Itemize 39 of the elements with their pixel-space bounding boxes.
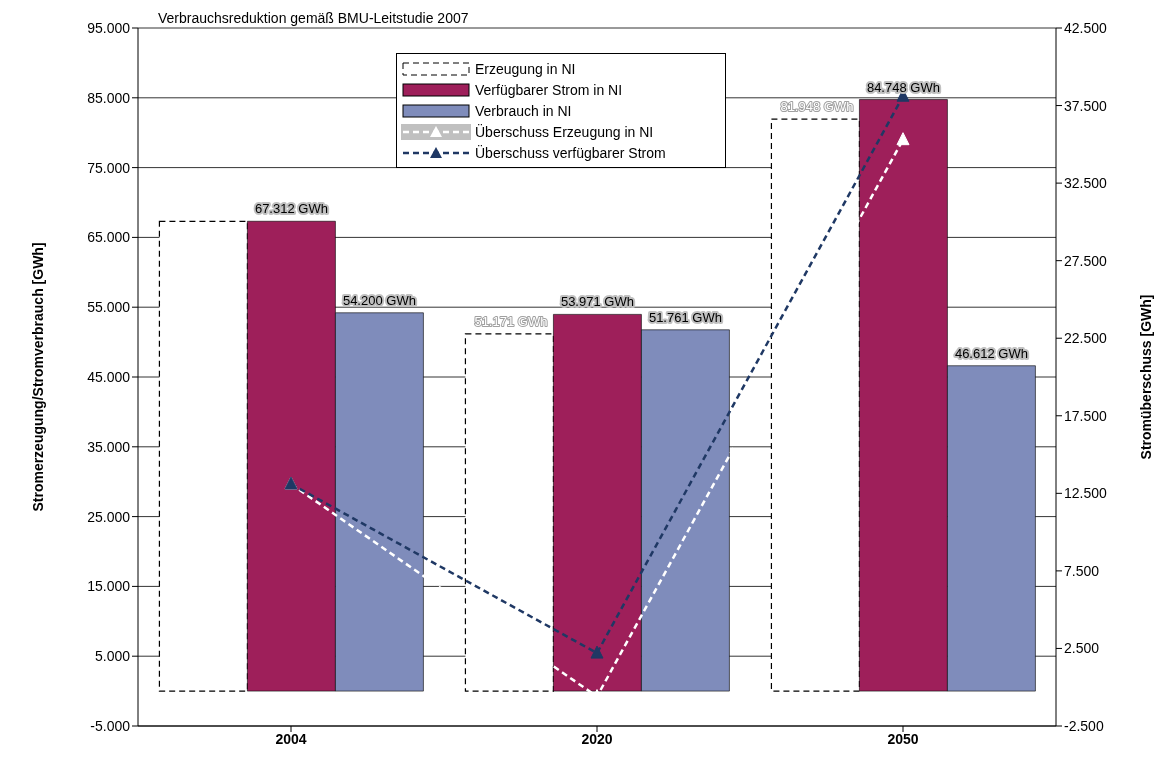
y-axis-title: Stromerzeugung/Stromverbrauch [GWh] bbox=[29, 242, 46, 512]
y2-tick-label: 2.500 bbox=[1064, 640, 1100, 657]
y2-tick-label: 42.500 bbox=[1064, 19, 1108, 36]
legend-label: Erzeugung in NI bbox=[475, 60, 576, 77]
y2-tick-label: 22.500 bbox=[1064, 330, 1108, 347]
data-label: 67.312 GWh bbox=[254, 201, 328, 217]
y-tick-label: 65.000 bbox=[87, 229, 131, 246]
y-tick-label: 85.000 bbox=[87, 89, 131, 106]
x-tick-label: 2004 bbox=[275, 730, 307, 747]
data-label: 46.612 GWh bbox=[954, 345, 1028, 361]
y2-tick-label: -2.500 bbox=[1064, 717, 1104, 734]
y-tick-label: 15.000 bbox=[87, 578, 131, 595]
x-tick-label: 2050 bbox=[887, 730, 919, 747]
y2-tick-label: 27.500 bbox=[1064, 252, 1108, 269]
y2-tick-label: 37.500 bbox=[1064, 97, 1108, 114]
y-tick-label: 35.000 bbox=[87, 438, 131, 455]
chart-title: Verbrauchsreduktion gemäß BMU-Leitstudie 2007 bbox=[158, 10, 469, 26]
y-tick-label: 95.000 bbox=[87, 19, 131, 36]
y2-tick-label: 12.500 bbox=[1064, 485, 1108, 502]
data-label: 51.171 GWh bbox=[474, 313, 548, 329]
y-tick-label: 25.000 bbox=[87, 508, 131, 525]
data-label: 81.948 GWh bbox=[780, 99, 854, 115]
data-label: 53.971 GWh bbox=[560, 294, 634, 310]
y2-tick-label: 7.500 bbox=[1064, 562, 1100, 579]
legend-label: Überschuss Erzeugung in NI bbox=[475, 123, 654, 140]
legend-label: Überschuss verfügbarer Strom bbox=[475, 144, 666, 161]
data-label: 54.200 GWh bbox=[342, 292, 416, 308]
y2-tick-label: 17.500 bbox=[1064, 407, 1108, 424]
y-tick-label: 75.000 bbox=[87, 159, 131, 176]
y-tick-label: 55.000 bbox=[87, 299, 131, 316]
y2-axis-title: Stromüberschuss [GWh] bbox=[1137, 294, 1154, 460]
legend-label: Verfügbarer Strom in NI bbox=[475, 81, 623, 98]
data-label: 51.761 GWh bbox=[648, 309, 722, 325]
legend-label: Verbrauch in NI bbox=[475, 102, 572, 119]
y2-tick-label: 32.500 bbox=[1064, 175, 1108, 192]
x-tick-label: 2020 bbox=[581, 730, 613, 747]
y-tick-label: -5.000 bbox=[90, 717, 131, 734]
y-tick-label: 45.000 bbox=[87, 368, 131, 385]
y-tick-label: 5.000 bbox=[94, 648, 131, 665]
